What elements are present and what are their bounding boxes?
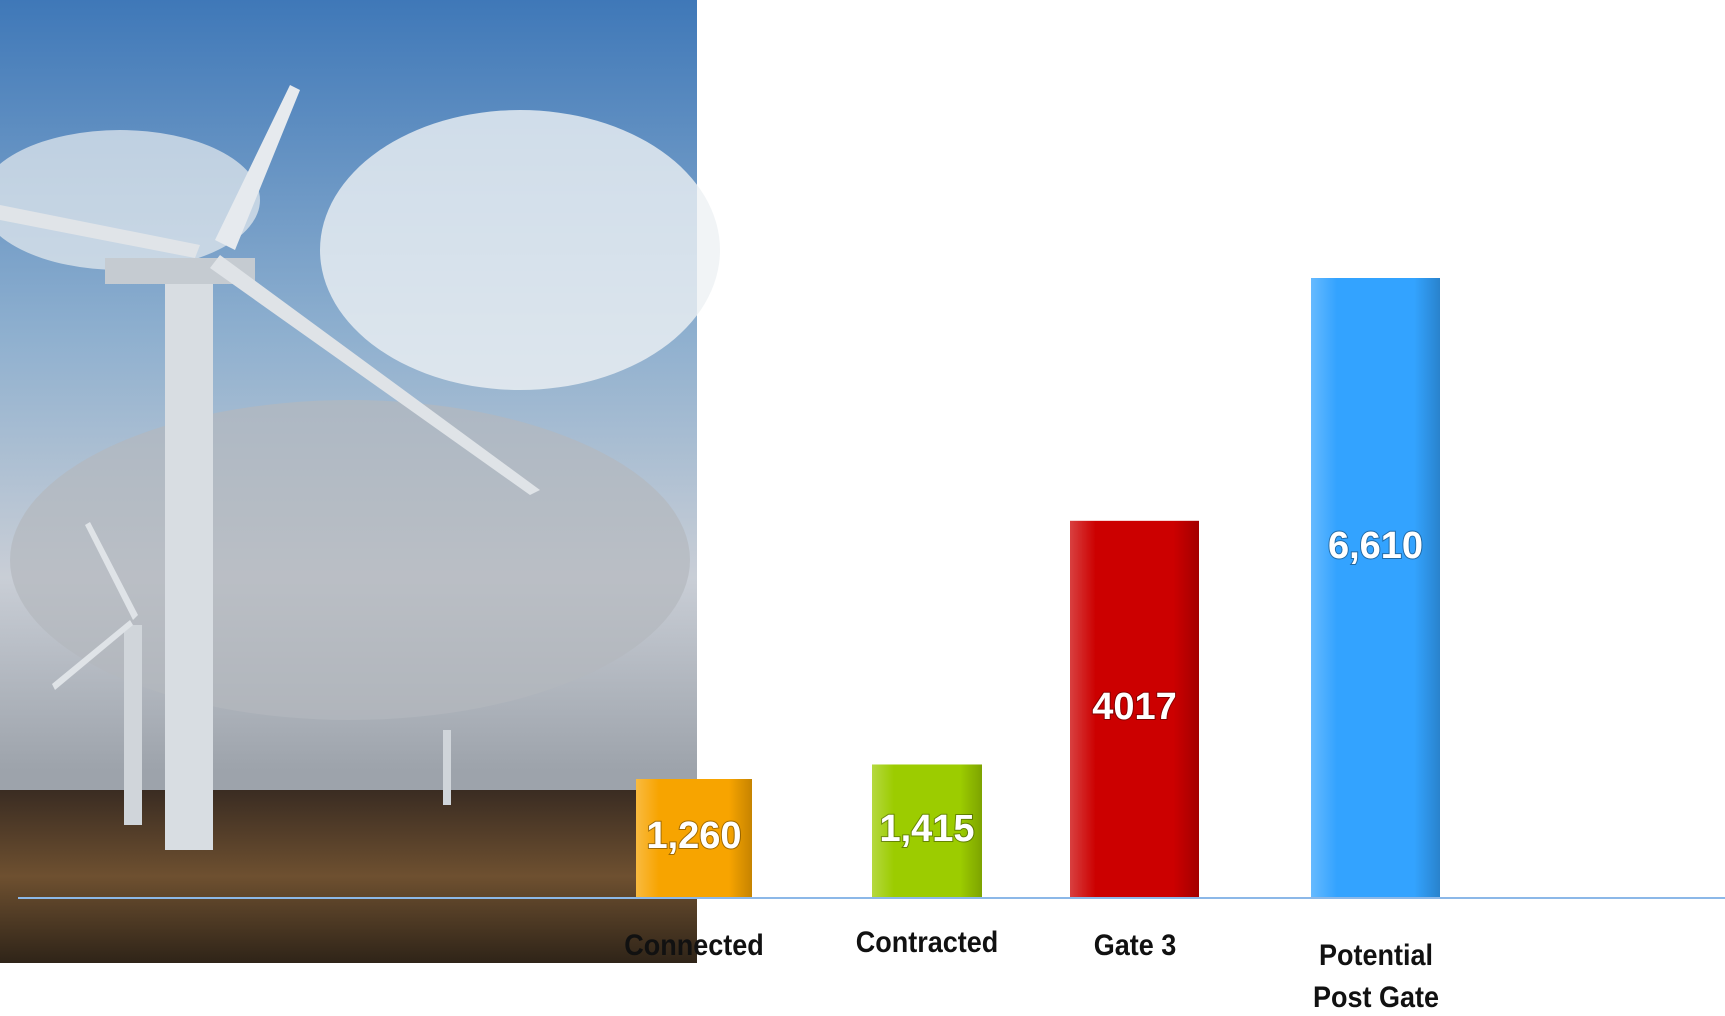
category-label: Contracted xyxy=(851,922,1004,964)
slide: 1,260 1,415 4017 6,610 Connected Contracted G… xyxy=(0,0,1725,1016)
value-label: 4017 xyxy=(1092,686,1177,728)
category-label: Potential Post Gate 3 xyxy=(1308,935,1443,1016)
bar-bevel xyxy=(1311,278,1440,897)
value-label: 1,260 xyxy=(646,815,741,857)
category-label: Gate 3 xyxy=(1058,925,1211,967)
chart: 1,260 1,415 4017 6,610 xyxy=(0,0,1725,1016)
value-label: 6,610 xyxy=(1328,525,1423,567)
value-label: 1,415 xyxy=(879,808,974,850)
wind-farm-photo xyxy=(0,0,720,963)
category-label: Connected xyxy=(618,925,771,967)
